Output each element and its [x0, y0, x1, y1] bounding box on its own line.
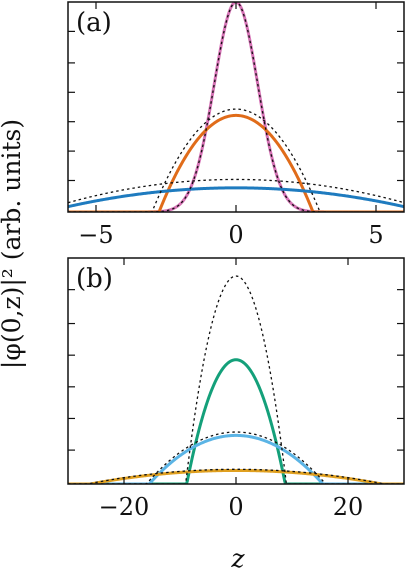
- reference-curve-4: [68, 431, 404, 484]
- series-group: [68, 2, 404, 212]
- reference-curve-5: [68, 178, 404, 204]
- x-tick-label: 20: [333, 493, 364, 521]
- plot-frame: [67, 1, 405, 213]
- series-line-1: [68, 113, 404, 212]
- x-tick-label: 5: [368, 221, 383, 249]
- panel-b: −20 0 20 (b): [67, 257, 405, 521]
- panel-a: −5 0 5 (a): [67, 1, 405, 249]
- x-tick-label: −5: [78, 221, 113, 249]
- x-tick-label: −20: [99, 493, 150, 521]
- reference-curve-3: [68, 275, 404, 484]
- plot-frame: [67, 257, 405, 485]
- series-line-0: [68, 358, 404, 484]
- x-tick-label: 0: [228, 493, 243, 521]
- x-tick-label: 0: [228, 221, 243, 249]
- series-line-2: [68, 186, 404, 209]
- y-axis-title: |φ(0,z)|² (arb. units): [0, 119, 27, 369]
- reference-curve-3: [68, 2, 404, 212]
- series-line-1: [68, 433, 404, 484]
- x-axis-title: z: [230, 544, 245, 573]
- series-line-0: [68, 2, 404, 212]
- panel-label: (b): [76, 264, 113, 294]
- panel-label: (a): [76, 8, 112, 38]
- series-group: [68, 275, 404, 484]
